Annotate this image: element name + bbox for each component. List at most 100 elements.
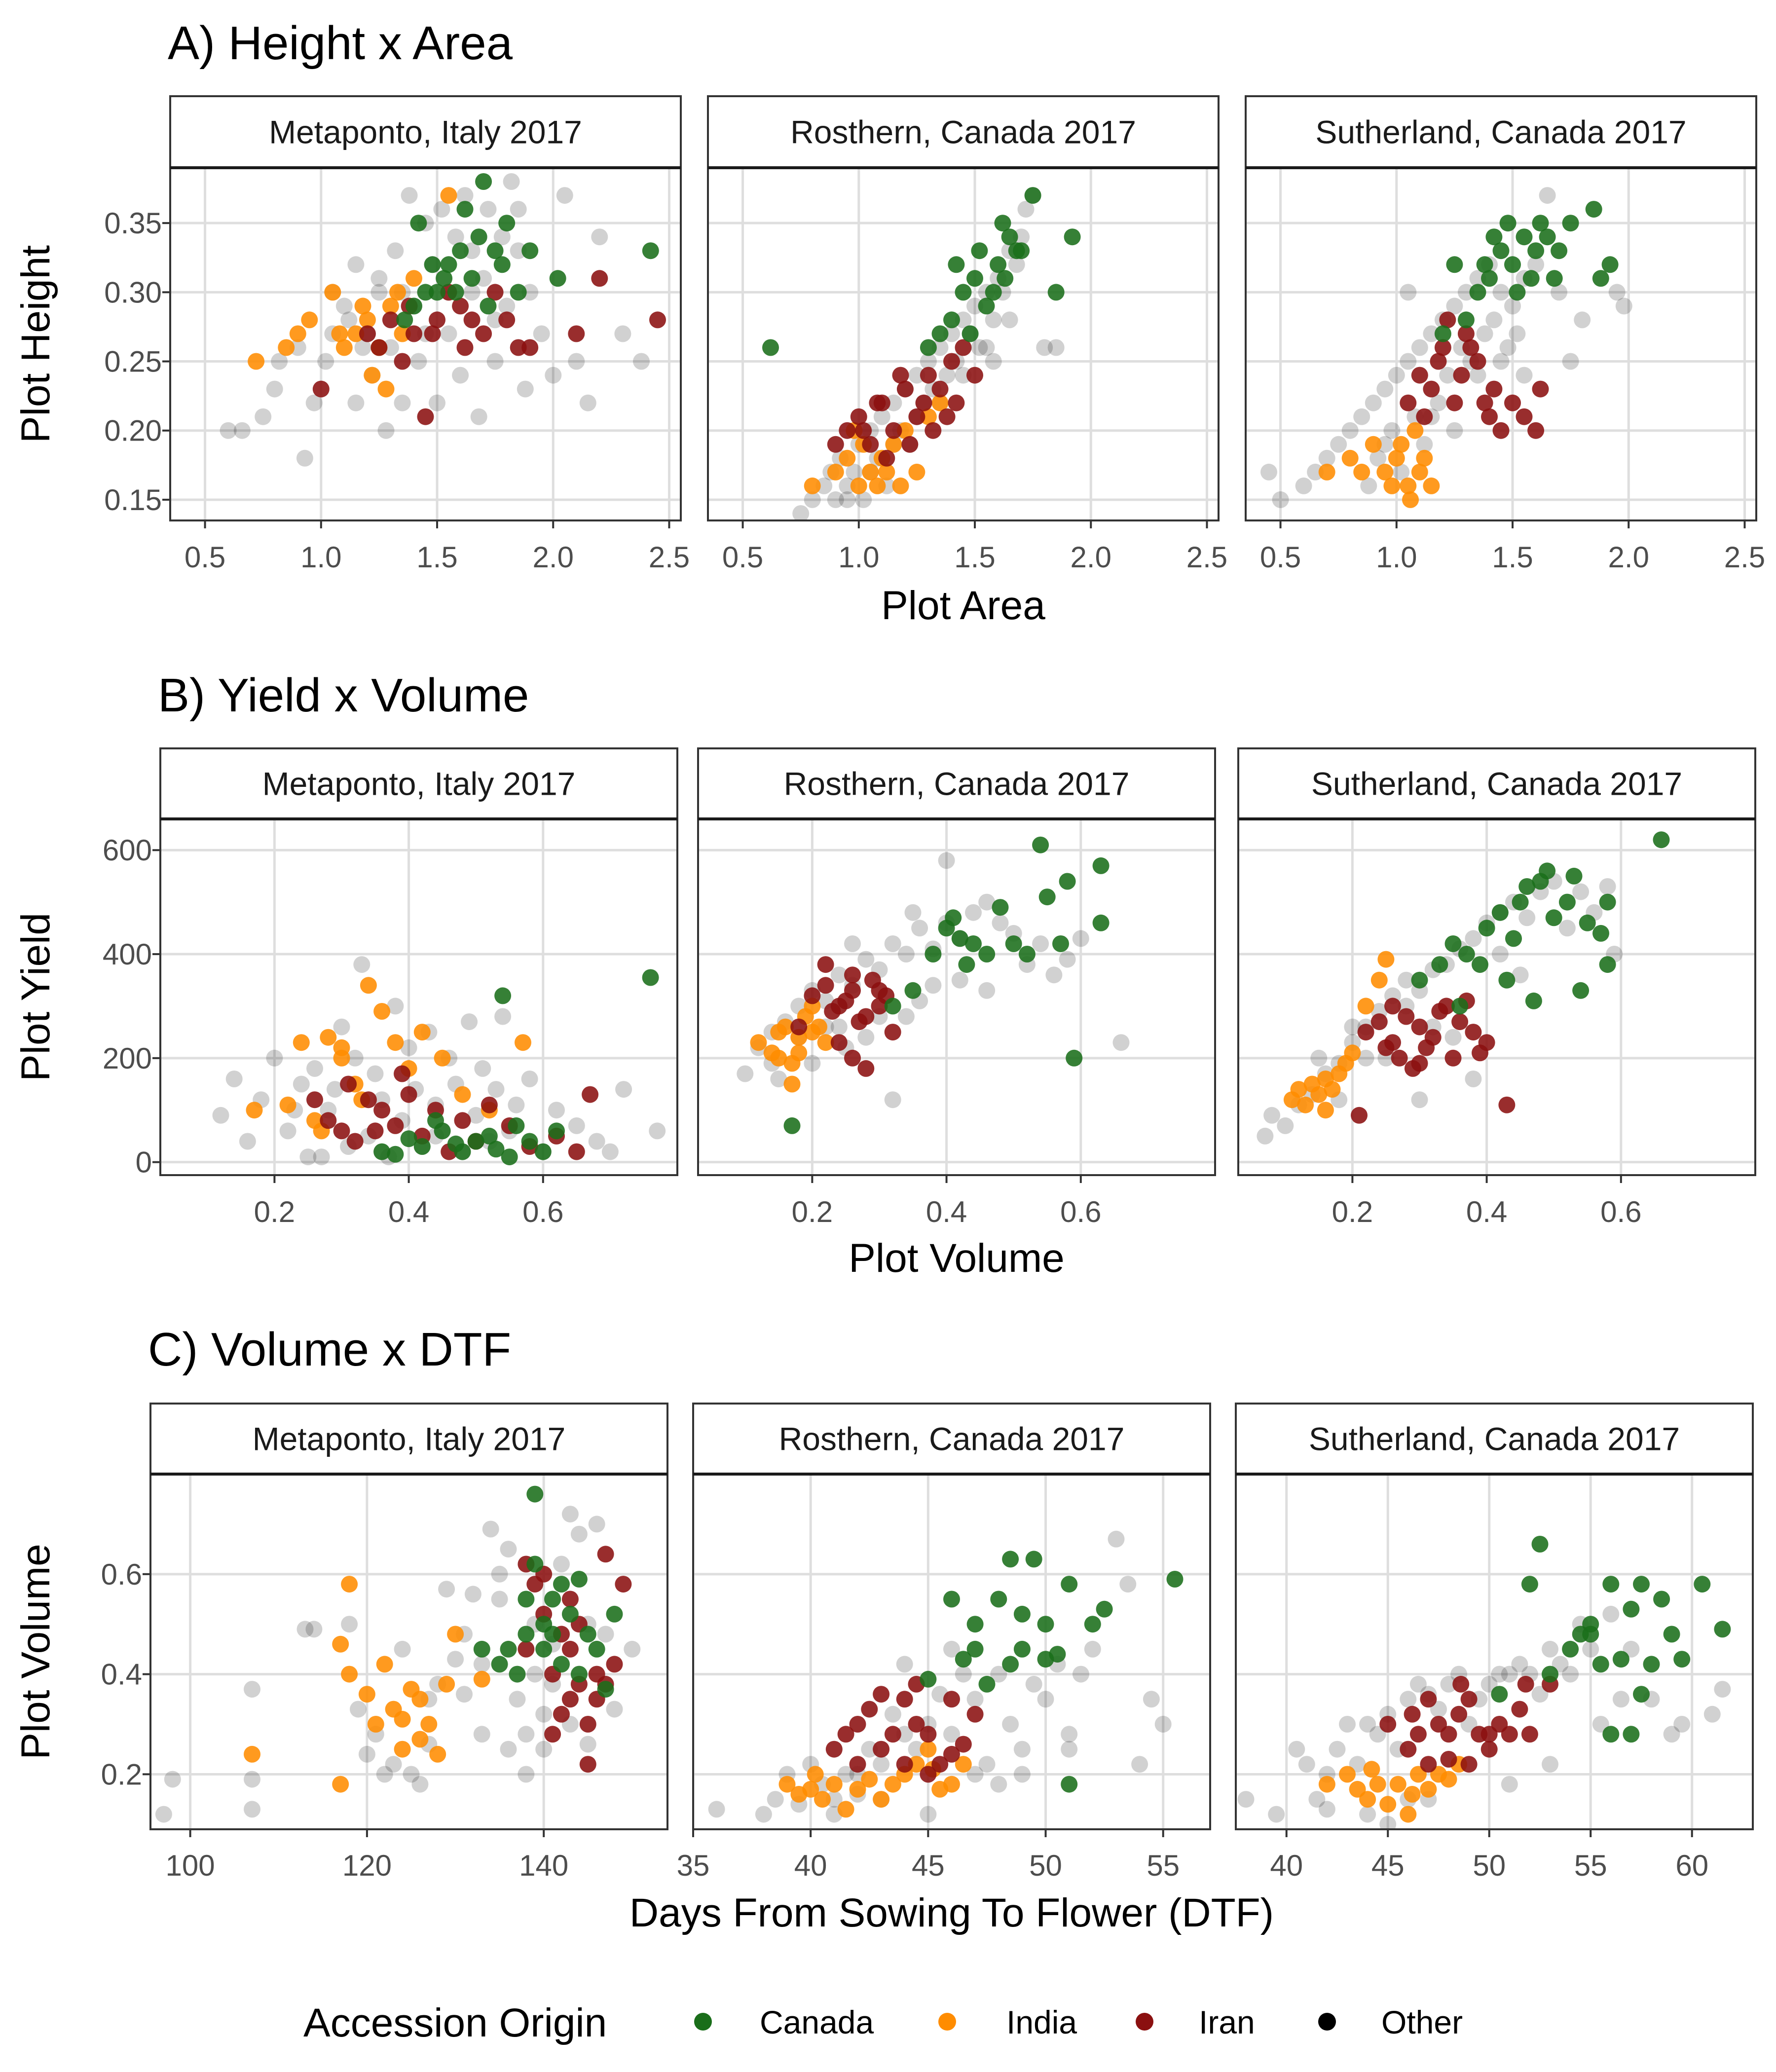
point-india (331, 325, 348, 342)
point-iran (938, 408, 956, 425)
point-india (1363, 1761, 1380, 1778)
point-canada (1579, 914, 1596, 931)
point-other (839, 477, 856, 494)
point-india (354, 297, 371, 315)
point-other (1398, 971, 1415, 989)
point-other (1308, 1791, 1326, 1808)
point-canada (406, 297, 422, 315)
point-other (1037, 1691, 1054, 1708)
point-iran (896, 1756, 913, 1773)
point-other (354, 339, 371, 356)
point-iran (920, 1726, 937, 1743)
point-india (817, 1034, 834, 1051)
point-iran (521, 339, 539, 356)
point-other (464, 1586, 481, 1603)
point-iran (417, 408, 434, 425)
point-canada (1002, 1656, 1019, 1673)
point-india (373, 1003, 391, 1020)
point-other (1504, 297, 1521, 315)
point-iran (1398, 1008, 1415, 1025)
point-other (164, 1771, 181, 1788)
point-other (509, 1691, 526, 1708)
point-other (346, 1049, 364, 1067)
facet-label: Rosthern, Canada 2017 (790, 114, 1136, 150)
facet-label: Sutherland, Canada 2017 (1309, 1421, 1680, 1457)
point-other (1400, 284, 1417, 301)
x-tick-label: 2.0 (533, 541, 574, 574)
point-iran (553, 1705, 570, 1723)
points (212, 956, 666, 1166)
point-other (591, 228, 608, 246)
point-canada (1602, 1726, 1620, 1743)
x-tick-label: 2.0 (1071, 541, 1111, 574)
facet-strip (692, 1403, 1211, 1475)
chart-title: B) Yield x Volume (158, 669, 529, 722)
point-other (830, 966, 848, 984)
point-other (482, 1520, 499, 1538)
point-iran (370, 339, 388, 356)
point-other (305, 394, 323, 411)
point-india (244, 1745, 260, 1763)
point-iran (346, 1133, 364, 1150)
point-other (1369, 449, 1387, 467)
point-other (1047, 339, 1065, 356)
x-tick-label: 1.0 (838, 541, 879, 574)
point-other (1542, 1640, 1558, 1658)
facet-panel-sutherland-canada-2017: Sutherland, Canada 2017 0.5 1.0 1.5 2.0 2.5 (1245, 95, 1765, 574)
point-india (827, 463, 844, 481)
point-other (493, 228, 511, 246)
point-other (737, 1065, 754, 1082)
point-other (486, 311, 504, 329)
point-other (1379, 1815, 1397, 1829)
point-other (920, 353, 937, 370)
point-iran (463, 311, 481, 329)
point-other (1516, 367, 1533, 384)
point-other (992, 914, 1009, 931)
point-other (326, 1081, 343, 1098)
point-other (1360, 477, 1377, 494)
point-other (649, 1122, 666, 1140)
point-india (1376, 463, 1394, 481)
point-india (246, 1102, 263, 1119)
point-other (1582, 1640, 1599, 1658)
point-india (364, 367, 381, 384)
point-other (1411, 339, 1428, 356)
point-other (1400, 1691, 1417, 1708)
point-canada (1592, 1656, 1609, 1673)
point-other (456, 1686, 473, 1703)
point-other (1365, 394, 1382, 411)
point-india (347, 325, 365, 342)
y-tick-label: 600 (103, 834, 152, 867)
point-canada (526, 1485, 544, 1503)
point-iran (615, 1576, 632, 1593)
point-canada (943, 311, 960, 329)
point-india (333, 1039, 350, 1056)
point-other (452, 367, 469, 384)
point-other (313, 1148, 330, 1166)
series-iran (790, 956, 901, 1077)
point-canada (997, 270, 1014, 287)
point-other (1341, 422, 1359, 439)
series-canada (373, 969, 659, 1166)
point-canada (1504, 256, 1521, 273)
point-canada (396, 311, 413, 329)
point-canada (486, 242, 504, 259)
point-canada (1527, 242, 1545, 259)
point-india (1411, 463, 1428, 481)
point-other (1344, 1018, 1361, 1036)
point-canada (1431, 956, 1448, 973)
point-other (767, 1791, 784, 1808)
point-other (494, 1008, 512, 1025)
point-other (1518, 909, 1536, 926)
legend: Accession Origin Canada India Iran Other (303, 2000, 1463, 2045)
point-iran (1501, 1726, 1518, 1743)
point-other (1440, 1675, 1457, 1693)
point-canada (447, 284, 464, 301)
point-canada (1599, 893, 1616, 911)
point-india (1339, 1766, 1356, 1783)
point-other (535, 1740, 553, 1758)
point-iran (901, 436, 919, 453)
point-iran (561, 1691, 579, 1708)
point-iran (861, 1701, 878, 1718)
point-iran (857, 1060, 875, 1077)
